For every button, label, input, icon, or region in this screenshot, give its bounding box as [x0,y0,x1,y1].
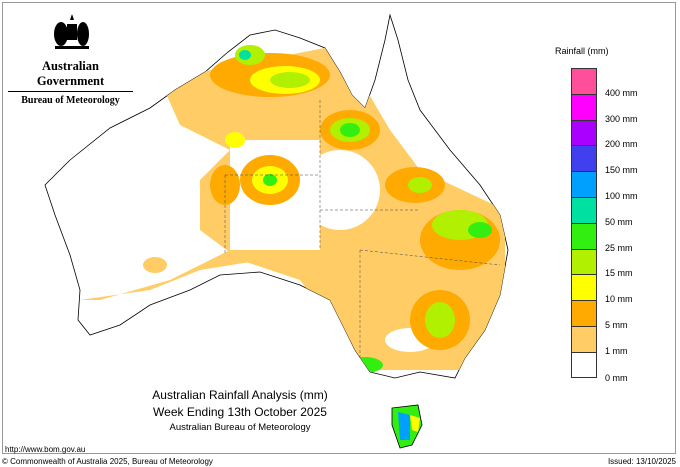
legend-label-bottom: 0 mm [605,373,628,383]
legend-label: 25 mm [605,242,633,253]
legend-label: 50 mm [605,216,633,227]
map-subtitle: Week Ending 13th October 2025 [153,405,327,419]
legend-label: 200 mm [605,139,638,150]
legend-swatch [571,68,597,94]
legend-label: 1 mm [605,345,628,356]
website-link[interactable]: http://www.bom.gov.au [5,445,86,454]
legend-label: 15 mm [605,268,633,279]
state-borders [224,100,501,360]
government-name: Australian Government [8,59,133,92]
legend-swatch [571,196,597,223]
legend-label: 300 mm [605,113,638,124]
legend-label: 400 mm [605,87,638,98]
tasmania-heavy-rain [398,412,410,440]
government-logo: Australian Government Bureau of Meteorol… [8,10,133,106]
bureau-name: Bureau of Meteorology [21,95,120,106]
coat-of-arms-icon [53,14,89,49]
copyright: © Commonwealth of Australia 2025, Bureau… [2,457,213,466]
legend-label: 150 mm [605,165,638,176]
legend-swatch [571,248,597,275]
legend-label: 10 mm [605,294,633,305]
legend-swatch [571,93,597,120]
map-source: Australian Bureau of Meteorology [169,422,311,433]
legend-swatch [571,171,597,197]
legend-swatch [571,145,597,172]
legend-swatch [571,351,597,378]
legend-label: 5 mm [605,320,628,330]
legend-title: Rainfall (mm) [555,46,609,56]
legend-swatch [571,325,597,352]
map-border [2,2,676,454]
legend-swatch [571,222,597,249]
rainfall-shading [80,45,505,373]
legend-label: 100 mm [605,191,638,201]
legend-swatch [571,274,597,301]
issued-date: Issued: 13/10/2025 [607,457,676,466]
legend-colorbar [571,68,597,378]
map-title: Australian Rainfall Analysis (mm) [152,388,328,402]
legend-swatch [571,119,597,146]
legend-swatch [571,300,597,326]
tasmania-east [410,415,420,432]
